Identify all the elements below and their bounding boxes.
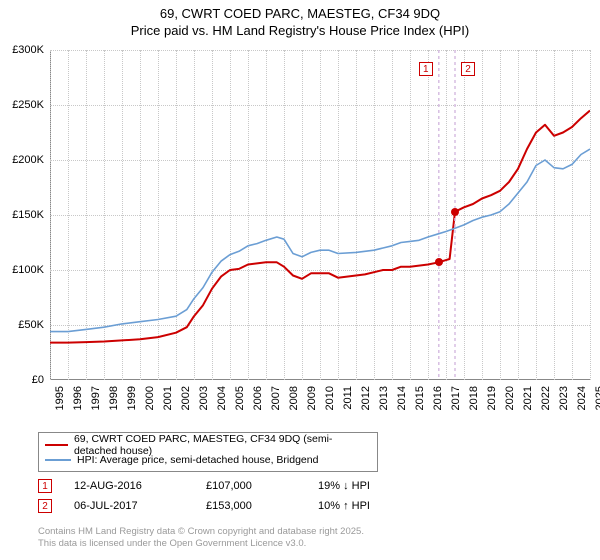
x-axis-label: 2015 xyxy=(414,386,426,410)
x-axis-label: 2011 xyxy=(342,386,354,410)
event-price: £153,000 xyxy=(206,500,296,512)
x-axis-label: 1996 xyxy=(72,386,84,410)
events-table: 1 12-AUG-2016 £107,000 19% ↓ HPI 2 06-JU… xyxy=(38,476,418,516)
event-change: 19% ↓ HPI xyxy=(318,480,418,492)
y-axis-label: £50K xyxy=(18,319,44,331)
x-axis-label: 2024 xyxy=(576,386,588,410)
x-axis-label: 1995 xyxy=(54,386,66,410)
sale-point-dot xyxy=(451,208,459,216)
title-subtitle: Price paid vs. HM Land Registry's House … xyxy=(0,23,600,38)
y-axis-label: £100K xyxy=(12,264,44,276)
event-date: 06-JUL-2017 xyxy=(74,500,184,512)
x-axis-label: 2017 xyxy=(450,386,462,410)
x-axis-label: 2007 xyxy=(270,386,282,410)
x-axis-label: 2025 xyxy=(594,386,600,410)
y-axis-label: £0 xyxy=(32,374,44,386)
event-date: 12-AUG-2016 xyxy=(74,480,184,492)
x-axis-label: 1997 xyxy=(90,386,102,410)
title-address: 69, CWRT COED PARC, MAESTEG, CF34 9DQ xyxy=(0,6,600,21)
x-axis-label: 2001 xyxy=(162,386,174,410)
line-series xyxy=(50,50,590,380)
x-axis-label: 2003 xyxy=(198,386,210,410)
attribution-line: This data is licensed under the Open Gov… xyxy=(38,538,364,550)
x-axis-label: 2021 xyxy=(522,386,534,410)
x-axis-label: 2016 xyxy=(432,386,444,410)
x-axis-label: 2005 xyxy=(234,386,246,410)
legend-item-price-paid: 69, CWRT COED PARC, MAESTEG, CF34 9DQ (s… xyxy=(45,437,371,452)
x-axis-label: 2012 xyxy=(360,386,372,410)
attribution-text: Contains HM Land Registry data © Crown c… xyxy=(38,526,364,550)
x-axis-label: 2020 xyxy=(504,386,516,410)
legend-box: 69, CWRT COED PARC, MAESTEG, CF34 9DQ (s… xyxy=(38,432,378,472)
x-axis-label: 2014 xyxy=(396,386,408,410)
x-axis-label: 1998 xyxy=(108,386,120,410)
y-axis-label: £250K xyxy=(12,99,44,111)
x-axis-label: 2013 xyxy=(378,386,390,410)
event-change: 10% ↑ HPI xyxy=(318,500,418,512)
event-marker-badge: 1 xyxy=(38,479,52,493)
y-axis-label: £150K xyxy=(12,209,44,221)
series-hpi xyxy=(50,149,590,332)
event-marker-badge: 1 xyxy=(419,62,433,76)
event-price: £107,000 xyxy=(206,480,296,492)
x-axis-label: 2019 xyxy=(486,386,498,410)
chart-plot-area: 12 £0£50K£100K£150K£200K£250K£300K 19951… xyxy=(50,50,590,380)
x-axis-label: 2004 xyxy=(216,386,228,410)
event-marker-badge: 2 xyxy=(461,62,475,76)
x-axis-label: 2006 xyxy=(252,386,264,410)
event-row: 2 06-JUL-2017 £153,000 10% ↑ HPI xyxy=(38,496,418,516)
x-axis-label: 2022 xyxy=(540,386,552,410)
event-marker-badge: 2 xyxy=(38,499,52,513)
event-row: 1 12-AUG-2016 £107,000 19% ↓ HPI xyxy=(38,476,418,496)
y-axis-label: £200K xyxy=(12,154,44,166)
x-axis-label: 2010 xyxy=(324,386,336,410)
x-axis-label: 1999 xyxy=(126,386,138,410)
x-axis-label: 2000 xyxy=(144,386,156,410)
legend-label: HPI: Average price, semi-detached house,… xyxy=(77,454,318,466)
x-gridline xyxy=(590,50,591,380)
legend-swatch xyxy=(45,444,68,446)
sale-point-dot xyxy=(435,258,443,266)
x-axis-label: 2009 xyxy=(306,386,318,410)
x-axis-label: 2018 xyxy=(468,386,480,410)
y-axis-label: £300K xyxy=(12,44,44,56)
legend-swatch xyxy=(45,459,71,461)
x-axis-label: 2002 xyxy=(180,386,192,410)
series-price_paid xyxy=(50,111,590,343)
attribution-line: Contains HM Land Registry data © Crown c… xyxy=(38,526,364,538)
x-axis-label: 2008 xyxy=(288,386,300,410)
chart-title: 69, CWRT COED PARC, MAESTEG, CF34 9DQ Pr… xyxy=(0,0,600,38)
x-axis-label: 2023 xyxy=(558,386,570,410)
